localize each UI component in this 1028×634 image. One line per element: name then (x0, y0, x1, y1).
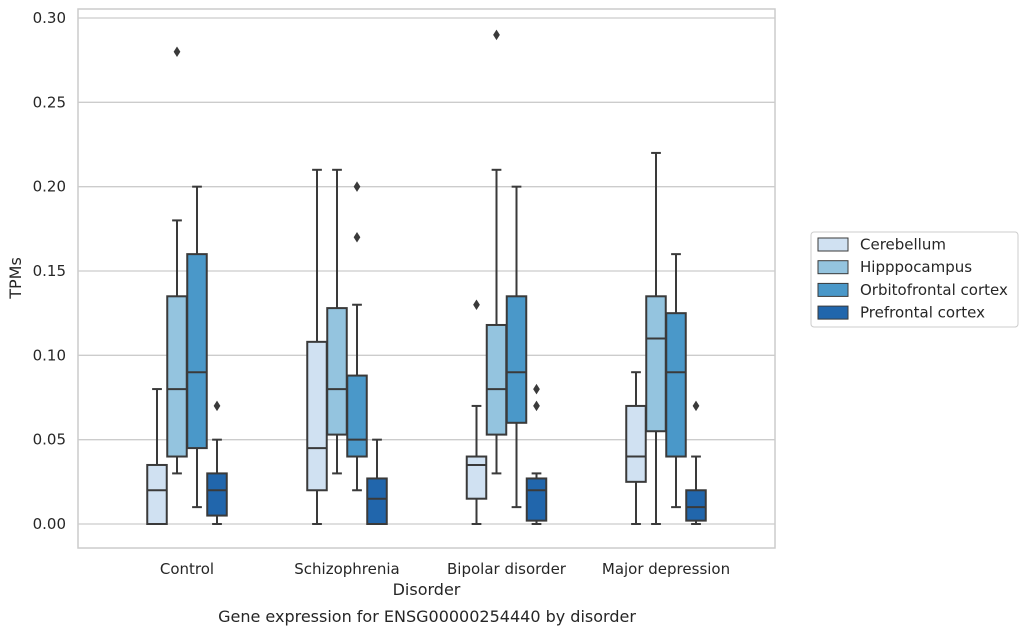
chart-caption: Gene expression for ENSG00000254440 by d… (218, 607, 636, 626)
box-iqr (326, 307, 348, 436)
legend-swatch (817, 260, 849, 275)
box-cerebellum (146, 388, 168, 526)
box-iqr (485, 323, 508, 436)
outlier-point (473, 299, 480, 310)
outlier-point (692, 400, 700, 412)
y-tick-label: 0.00 (33, 515, 66, 533)
box-prefrontal-cortex (206, 400, 228, 525)
box-iqr (206, 472, 228, 517)
legend-swatch (817, 305, 849, 320)
outlier-point (353, 232, 361, 243)
box-plots (146, 29, 707, 526)
y-tick-label: 0.25 (33, 93, 66, 111)
box-prefrontal-cortex (685, 400, 707, 525)
box-cerebellum (625, 371, 647, 525)
y-tick-label: 0.10 (33, 346, 66, 364)
y-axis-label: TPMs (6, 257, 25, 300)
x-tick-label: Major depression (602, 560, 730, 578)
box-iqr (366, 477, 388, 525)
box-iqr (645, 295, 667, 433)
box-cerebellum (465, 299, 488, 525)
outlier-point (353, 181, 361, 192)
box-orbitofrontal-cortex (186, 185, 208, 509)
outlier-point (493, 29, 500, 41)
box-orbitofrontal-cortex (505, 185, 528, 509)
x-axis-ticks: Control Schizophrenia Bipolar disorder Majo… (160, 560, 730, 578)
box-iqr (685, 489, 707, 522)
box-cerebellum (306, 168, 328, 525)
outlier-point (173, 46, 181, 57)
x-tick-label: Bipolar disorder (447, 560, 567, 578)
plot-frame (77, 8, 776, 549)
outlier-point (213, 400, 221, 412)
y-axis-ticks: 0.00 0.05 0.10 0.15 0.20 0.25 0.30 (33, 9, 66, 533)
box-iqr (525, 477, 548, 522)
x-tick-label: Control (160, 560, 214, 578)
box-hipppocampus (645, 151, 667, 525)
x-tick-label: Schizophrenia (294, 560, 399, 578)
box-iqr (665, 312, 687, 458)
legend-swatch (817, 282, 849, 297)
y-tick-label: 0.05 (33, 431, 66, 449)
y-tick-label: 0.15 (33, 262, 66, 280)
box-hipppocampus (166, 46, 188, 475)
box-prefrontal-cortex (366, 438, 388, 525)
x-axis-label: Disorder (393, 580, 461, 599)
box-iqr (186, 253, 208, 450)
legend-label: Prefrontal cortex (860, 304, 985, 322)
box-iqr (166, 295, 188, 458)
y-tick-label: 0.30 (33, 9, 66, 27)
box-iqr (625, 404, 647, 483)
legend-label: Hipppocampus (860, 258, 972, 276)
outlier-point (533, 400, 540, 412)
legend-label: Orbitofrontal cortex (860, 281, 1008, 299)
legend-frame (810, 231, 1019, 328)
box-hipppocampus (485, 29, 508, 475)
box-iqr (505, 295, 528, 424)
outlier-point (533, 383, 540, 395)
box-prefrontal-cortex (525, 383, 548, 525)
y-tick-label: 0.20 (33, 178, 66, 196)
box-iqr (306, 340, 328, 492)
legend-label: Cerebellum (860, 236, 946, 254)
box-iqr (146, 463, 168, 526)
legend: Cerebellum Hipppocampus Orbitofrontal cort… (810, 231, 1019, 328)
box-orbitofrontal-cortex (346, 181, 368, 492)
box-iqr (465, 455, 488, 500)
box-iqr (346, 374, 368, 458)
box-orbitofrontal-cortex (665, 253, 687, 509)
legend-swatch (817, 237, 849, 252)
box-hipppocampus (326, 168, 348, 475)
